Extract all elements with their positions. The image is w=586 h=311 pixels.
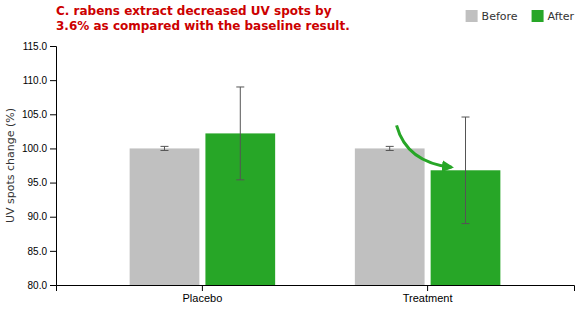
y-tick-mark — [50, 46, 56, 47]
legend-swatch — [532, 10, 544, 22]
y-tick-label: 110.0 — [23, 75, 48, 86]
error-bar-line — [236, 86, 244, 87]
y-tick-label: 80.0 — [28, 280, 48, 291]
y-tick: 115.0 — [23, 41, 56, 52]
error-bar-line — [160, 150, 168, 151]
error-bar-line — [240, 87, 241, 180]
y-tick-mark — [50, 183, 56, 184]
y-tick-mark — [50, 114, 56, 115]
y-axis-line — [50, 47, 57, 286]
error-bar — [236, 87, 244, 180]
error-bar — [462, 117, 470, 224]
legend-label: Before — [482, 10, 518, 23]
error-bar-line — [462, 223, 470, 224]
y-tick-mark — [50, 148, 56, 149]
y-tick: 80.0 — [28, 280, 56, 291]
legend-item: After — [532, 10, 575, 23]
x-tick-label: Treatment — [403, 292, 453, 304]
y-tick-mark — [50, 80, 56, 81]
error-bar-line — [465, 117, 466, 224]
y-tick-label: 90.0 — [28, 211, 48, 222]
legend-label: After — [548, 10, 575, 23]
y-tick: 90.0 — [28, 211, 56, 222]
error-bar-line — [462, 117, 470, 118]
x-tick-mark — [427, 285, 428, 291]
y-tick-mark — [50, 251, 56, 252]
x-tick: Treatment — [403, 285, 453, 304]
error-bar-line — [160, 146, 168, 147]
x-axis-line — [57, 286, 575, 292]
error-bar-line — [386, 150, 394, 151]
error-bar — [160, 146, 168, 150]
y-tick-label: 95.0 — [28, 177, 48, 188]
error-bar-line — [236, 179, 244, 180]
y-tick-label: 115.0 — [23, 41, 48, 52]
error-bar — [386, 146, 394, 150]
bar — [355, 148, 425, 285]
x-axis: Placebo Treatment — [57, 285, 575, 304]
y-axis-title: UV spots change (%) — [4, 108, 17, 223]
x-tick: Placebo — [183, 285, 223, 304]
x-tick-label: Placebo — [183, 292, 223, 304]
y-tick-mark — [50, 217, 56, 218]
y-tick: 100.0 — [22, 143, 56, 154]
y-tick: 105.0 — [22, 109, 56, 120]
error-bar-line — [389, 146, 390, 150]
bar — [130, 148, 200, 285]
error-bar-line — [164, 146, 165, 150]
y-tick: 85.0 — [28, 246, 56, 257]
annotation: 3.6% as compared with the baseline resul… — [56, 19, 350, 33]
arrow — [397, 125, 452, 167]
legend-item: Before — [466, 10, 518, 23]
y-tick: 110.0 — [23, 75, 56, 86]
annotation: C. rabens extract decreased UV spots by — [56, 4, 332, 18]
y-axis: 80.0 85.0 90.0 95.0 100.0 105.0 110.0 115.0 — [22, 41, 57, 291]
legend-swatch — [466, 10, 478, 22]
marks — [130, 87, 501, 285]
legend: After Before — [466, 10, 575, 23]
y-tick-label: 100.0 — [22, 143, 47, 154]
y-tick-label: 105.0 — [22, 109, 47, 120]
y-tick-label: 85.0 — [28, 246, 48, 257]
plot-area: 80.0 85.0 90.0 95.0 100.0 105.0 110.0 115.0 Plac… — [22, 41, 575, 304]
chart: 80.0 85.0 90.0 95.0 100.0 105.0 110.0 115.0 Plac… — [0, 0, 586, 311]
x-tick-mark — [202, 285, 203, 291]
y-tick: 95.0 — [28, 177, 56, 188]
y-tick-mark — [50, 285, 56, 286]
error-bar-line — [386, 146, 394, 147]
